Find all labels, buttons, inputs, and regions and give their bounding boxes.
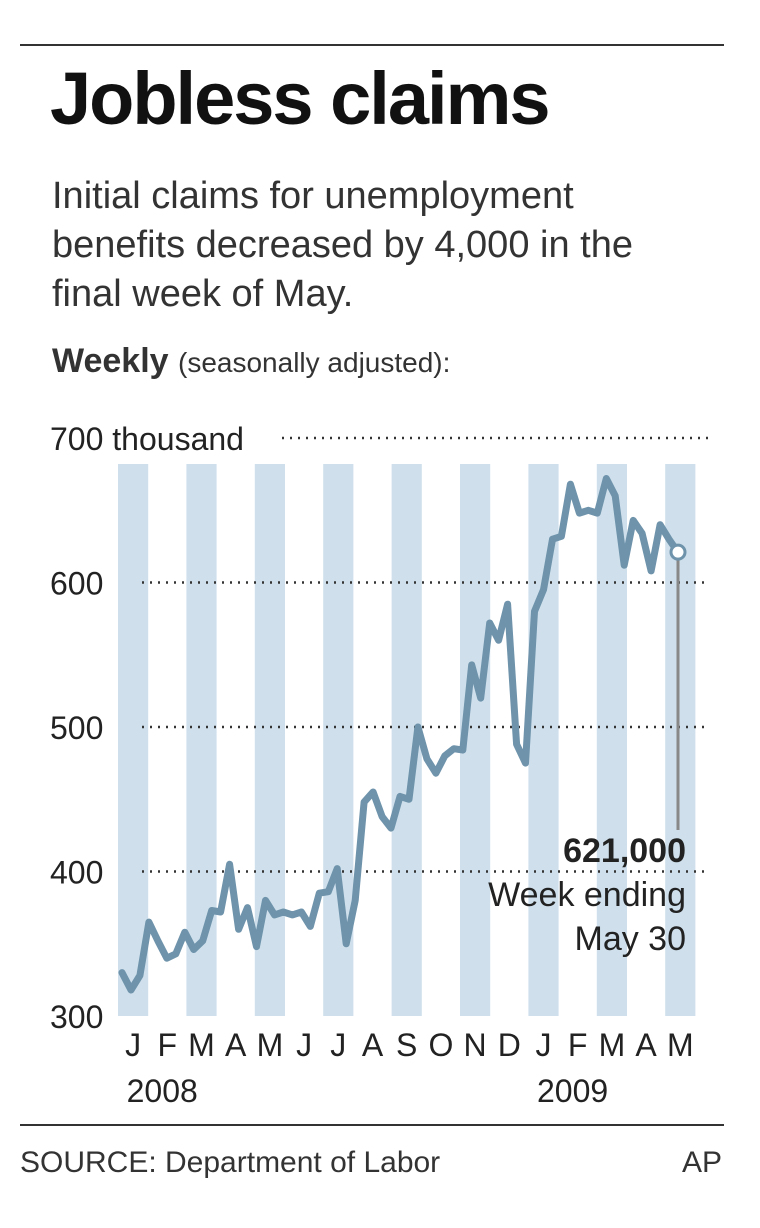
x-tick-label: J bbox=[536, 1027, 552, 1063]
x-tick-label: A bbox=[225, 1027, 247, 1063]
x-tick-label: D bbox=[498, 1027, 521, 1063]
x-tick-label: F bbox=[568, 1027, 588, 1063]
x-tick-label: J bbox=[125, 1027, 141, 1063]
x-tick-label: M bbox=[257, 1027, 284, 1063]
chart-subtitle: Initial claims for unemployment benefits… bbox=[52, 175, 633, 315]
x-tick-label: J bbox=[296, 1027, 312, 1063]
series-label-rest: (seasonally adjusted): bbox=[178, 347, 451, 378]
month-band bbox=[528, 464, 559, 1016]
y-tick-label: 500 bbox=[50, 710, 103, 746]
series-label: Weekly (seasonally adjusted): bbox=[52, 342, 450, 381]
x-tick-label: A bbox=[362, 1027, 384, 1063]
x-tick-label: M bbox=[667, 1027, 694, 1063]
x-tick-label: N bbox=[464, 1027, 487, 1063]
annotation: 621,000 Week ending May 30 bbox=[488, 832, 686, 958]
bottom-rule bbox=[20, 1124, 724, 1126]
x-tick-label: A bbox=[635, 1027, 657, 1063]
month-band bbox=[118, 464, 149, 1016]
end-point-marker bbox=[669, 543, 687, 561]
y-tick-label: 600 bbox=[50, 566, 103, 602]
series-label-bold: Weekly bbox=[52, 342, 169, 380]
x-tick-label: M bbox=[188, 1027, 215, 1063]
y-axis-ticks: 700 thousand 600 500 400 300 bbox=[50, 421, 244, 1035]
series-line bbox=[118, 475, 682, 994]
x-tick-label: J bbox=[330, 1027, 346, 1063]
x-tick-label: O bbox=[428, 1027, 453, 1063]
month-band bbox=[186, 464, 217, 1016]
year-label: 2009 bbox=[537, 1073, 608, 1109]
top-rule bbox=[20, 44, 724, 46]
y-tick-label: 300 bbox=[50, 999, 103, 1035]
annotation-value: 621,000 bbox=[563, 832, 686, 870]
x-tick-label: F bbox=[158, 1027, 178, 1063]
source-note: SOURCE: Department of Labor bbox=[20, 1146, 441, 1179]
annotation-line2: May 30 bbox=[575, 920, 687, 958]
series-layer bbox=[118, 475, 687, 994]
x-tick-label: S bbox=[396, 1027, 417, 1063]
y-tick-label: 400 bbox=[50, 855, 103, 891]
x-tick-label: M bbox=[599, 1027, 626, 1063]
line-chart: 700 thousand 600 500 400 300 621,000 Week end… bbox=[50, 421, 708, 1109]
year-label: 2008 bbox=[127, 1073, 198, 1109]
y-tick-label: 700 thousand bbox=[50, 421, 244, 457]
month-bands bbox=[118, 464, 696, 1016]
chart-title: Jobless claims bbox=[50, 57, 551, 140]
annotation-line1: Week ending bbox=[488, 876, 686, 914]
credit: AP bbox=[681, 1146, 722, 1179]
